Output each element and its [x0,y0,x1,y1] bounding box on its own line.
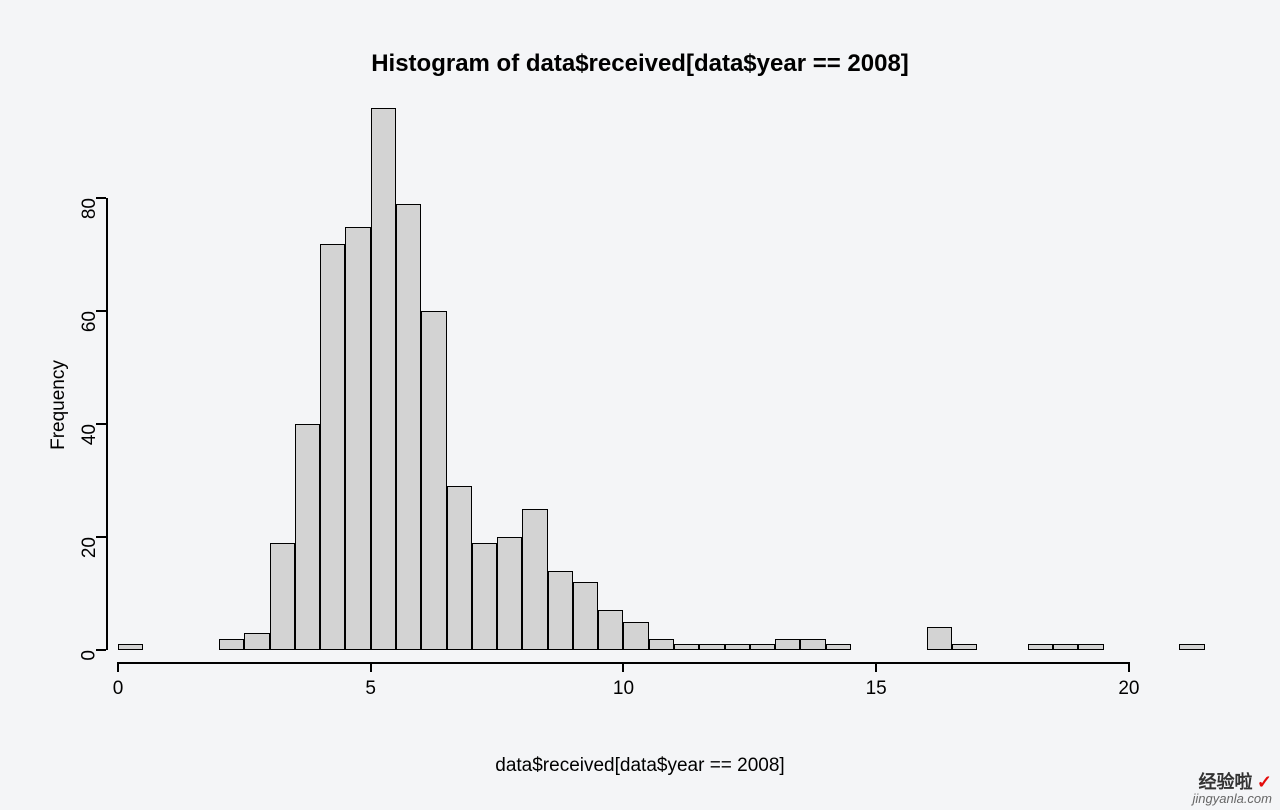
histogram-bar [522,509,547,650]
histogram-chart: Histogram of data$received[data$year == … [0,0,1280,810]
histogram-bar [345,227,370,650]
x-tick-label: 10 [613,678,634,700]
histogram-bar [674,644,699,650]
y-axis-label: Frequency [48,360,70,450]
x-tick-label: 15 [866,678,887,700]
x-tick-label: 0 [113,678,124,700]
histogram-bar [548,571,573,650]
histogram-bar [295,424,320,650]
histogram-bar [1028,644,1053,650]
histogram-bar [118,644,143,650]
x-tick [622,662,624,672]
y-tick-label: 20 [79,537,101,558]
x-tick [1128,662,1130,672]
watermark-check-icon: ✓ [1257,772,1272,792]
x-tick-label: 20 [1118,678,1139,700]
histogram-bar [219,639,244,650]
histogram-bar [421,311,446,650]
histogram-bar [800,639,825,650]
watermark: 经验啦 ✓ jingyanla.com [1193,773,1273,806]
x-axis-label: data$received[data$year == 2008] [0,755,1280,777]
histogram-bar [927,627,952,650]
histogram-bar [1078,644,1103,650]
histogram-bar [472,543,497,650]
x-tick-label: 5 [365,678,376,700]
chart-title: Histogram of data$received[data$year == … [0,50,1280,78]
plot-area [118,108,1230,650]
histogram-bar [320,244,345,651]
y-tick-label: 60 [79,311,101,332]
x-tick [117,662,119,672]
histogram-bar [497,537,522,650]
histogram-bar [1179,644,1204,650]
histogram-bar [649,639,674,650]
y-tick-label: 40 [79,424,101,445]
x-tick [875,662,877,672]
histogram-bar [725,644,750,650]
y-axis-line [106,198,108,650]
histogram-bar [952,644,977,650]
y-tick-label: 0 [79,650,101,661]
y-tick-label: 80 [79,198,101,219]
histogram-bar [598,610,623,650]
histogram-bar [396,204,421,650]
histogram-bar [623,622,648,650]
watermark-url: jingyanla.com [1193,792,1273,806]
histogram-bar [447,486,472,650]
histogram-bar [826,644,851,650]
histogram-bar [699,644,724,650]
histogram-bar [371,108,396,650]
histogram-bar [750,644,775,650]
histogram-bar [244,633,269,650]
histogram-bar [270,543,295,650]
watermark-text: 经验啦 [1198,772,1252,792]
x-tick [370,662,372,672]
histogram-bar [1053,644,1078,650]
histogram-bar [573,582,598,650]
histogram-bar [775,639,800,650]
